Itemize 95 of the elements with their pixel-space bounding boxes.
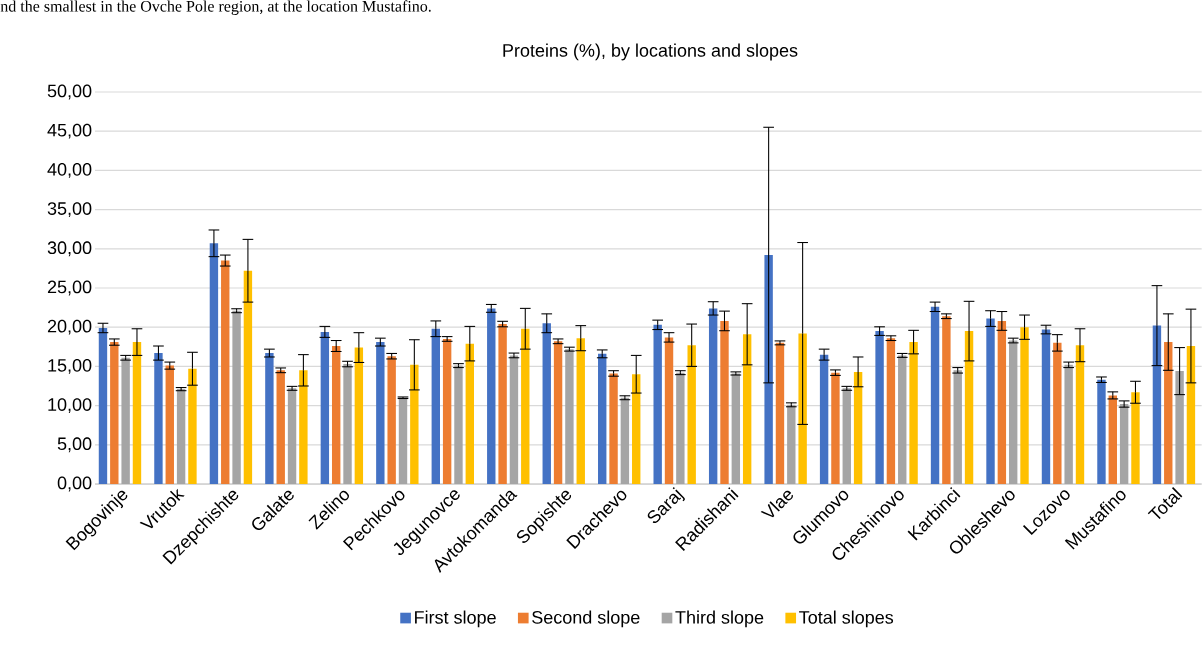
legend-label: Total slopes xyxy=(799,610,894,628)
bar xyxy=(565,349,574,484)
y-tick-label: 0,00 xyxy=(57,476,92,492)
bar xyxy=(1020,327,1029,484)
bar xyxy=(320,331,330,484)
bar xyxy=(410,364,419,484)
bar xyxy=(465,343,474,484)
bar xyxy=(942,316,951,484)
bar xyxy=(875,331,884,484)
bar xyxy=(909,342,918,484)
bar xyxy=(221,260,230,484)
bar xyxy=(165,365,174,484)
bar xyxy=(110,342,119,484)
bar xyxy=(676,372,685,484)
bar xyxy=(209,243,219,484)
bar xyxy=(243,270,253,484)
y-tick-label: 20,00 xyxy=(47,319,92,335)
bar xyxy=(997,320,1007,484)
bar xyxy=(731,373,741,484)
bar xyxy=(787,404,796,484)
bar xyxy=(598,353,607,484)
bar xyxy=(454,365,463,484)
bar xyxy=(176,389,186,484)
bar xyxy=(431,328,440,484)
bar xyxy=(398,397,408,484)
bar xyxy=(1108,395,1117,484)
bar xyxy=(842,388,851,484)
bar xyxy=(442,338,452,484)
bar xyxy=(742,334,752,484)
x-tick-label: Vlae xyxy=(760,490,793,518)
bar xyxy=(930,306,940,484)
bar xyxy=(886,338,896,484)
legend-label: Second slope xyxy=(532,610,640,628)
y-tick-label: 5,00 xyxy=(57,437,92,453)
bar xyxy=(98,327,108,484)
bar xyxy=(232,310,241,484)
bar xyxy=(276,370,285,484)
bar xyxy=(853,371,863,484)
bar xyxy=(720,320,729,484)
bar xyxy=(831,372,840,484)
bar xyxy=(819,354,829,484)
bar xyxy=(387,356,396,484)
legend-label: First slope xyxy=(415,610,496,628)
bar xyxy=(1131,392,1140,484)
bar xyxy=(986,318,995,484)
bar xyxy=(509,355,519,484)
bar xyxy=(1064,364,1073,484)
bar xyxy=(609,373,618,484)
bar xyxy=(1097,379,1106,484)
bar xyxy=(553,341,563,484)
bar xyxy=(964,331,974,484)
bar xyxy=(953,370,962,484)
text: nd the smallest in the Ovche Pole region, at the location Mustafino. xyxy=(0,0,431,15)
bar xyxy=(132,342,142,484)
y-tick-label: 45,00 xyxy=(47,123,92,139)
y-tick-label: 30,00 xyxy=(47,241,92,257)
y-tick-label: 35,00 xyxy=(47,202,92,218)
bar xyxy=(1119,404,1129,484)
legend-label: Third slope xyxy=(675,610,764,628)
bar xyxy=(521,328,530,484)
bar xyxy=(632,374,641,484)
bar xyxy=(1041,329,1051,484)
y-tick-label: 40,00 xyxy=(47,162,92,178)
chart-title: Proteins (%), by locations and slopes xyxy=(503,43,798,61)
bar xyxy=(343,364,352,484)
bar xyxy=(121,357,130,484)
bar xyxy=(542,323,551,484)
bar xyxy=(188,368,197,484)
y-tick-label: 50,00 xyxy=(47,84,92,100)
bar xyxy=(664,337,674,484)
bar xyxy=(287,388,297,484)
bar xyxy=(1053,342,1062,484)
bar xyxy=(265,353,274,484)
bar xyxy=(576,338,585,484)
bar xyxy=(1075,345,1085,484)
bar xyxy=(775,342,785,484)
bar xyxy=(1164,342,1173,484)
bar xyxy=(376,342,385,484)
y-tick-label: 25,00 xyxy=(47,280,92,296)
bar xyxy=(331,346,341,484)
bar xyxy=(708,308,718,484)
bar xyxy=(299,370,308,484)
y-tick-label: 15,00 xyxy=(48,358,92,374)
bar xyxy=(1152,325,1162,484)
bar xyxy=(354,347,364,484)
bar xyxy=(620,397,630,484)
bar xyxy=(1008,340,1018,484)
y-tick-label: 10,00 xyxy=(48,398,92,414)
bar xyxy=(487,308,496,484)
bar xyxy=(498,324,507,484)
bar xyxy=(898,355,907,484)
bar xyxy=(687,345,696,484)
bar xyxy=(154,353,163,484)
bar xyxy=(653,324,662,484)
bar xyxy=(1175,371,1184,484)
